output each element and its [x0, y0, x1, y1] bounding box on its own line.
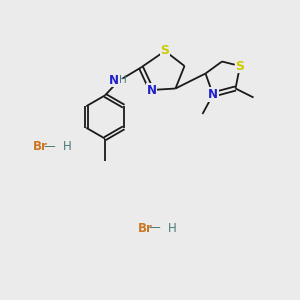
Text: N: N: [109, 74, 118, 87]
Text: S: S: [236, 59, 244, 73]
Text: Br: Br: [138, 221, 153, 235]
Text: —: —: [148, 221, 160, 235]
Text: —: —: [44, 140, 56, 154]
Text: H: H: [119, 75, 127, 85]
Text: H: H: [168, 221, 177, 235]
Text: S: S: [160, 44, 169, 58]
Text: N: N: [146, 83, 157, 97]
Text: N: N: [208, 88, 218, 101]
Text: H: H: [63, 140, 72, 154]
Text: Br: Br: [33, 140, 48, 154]
